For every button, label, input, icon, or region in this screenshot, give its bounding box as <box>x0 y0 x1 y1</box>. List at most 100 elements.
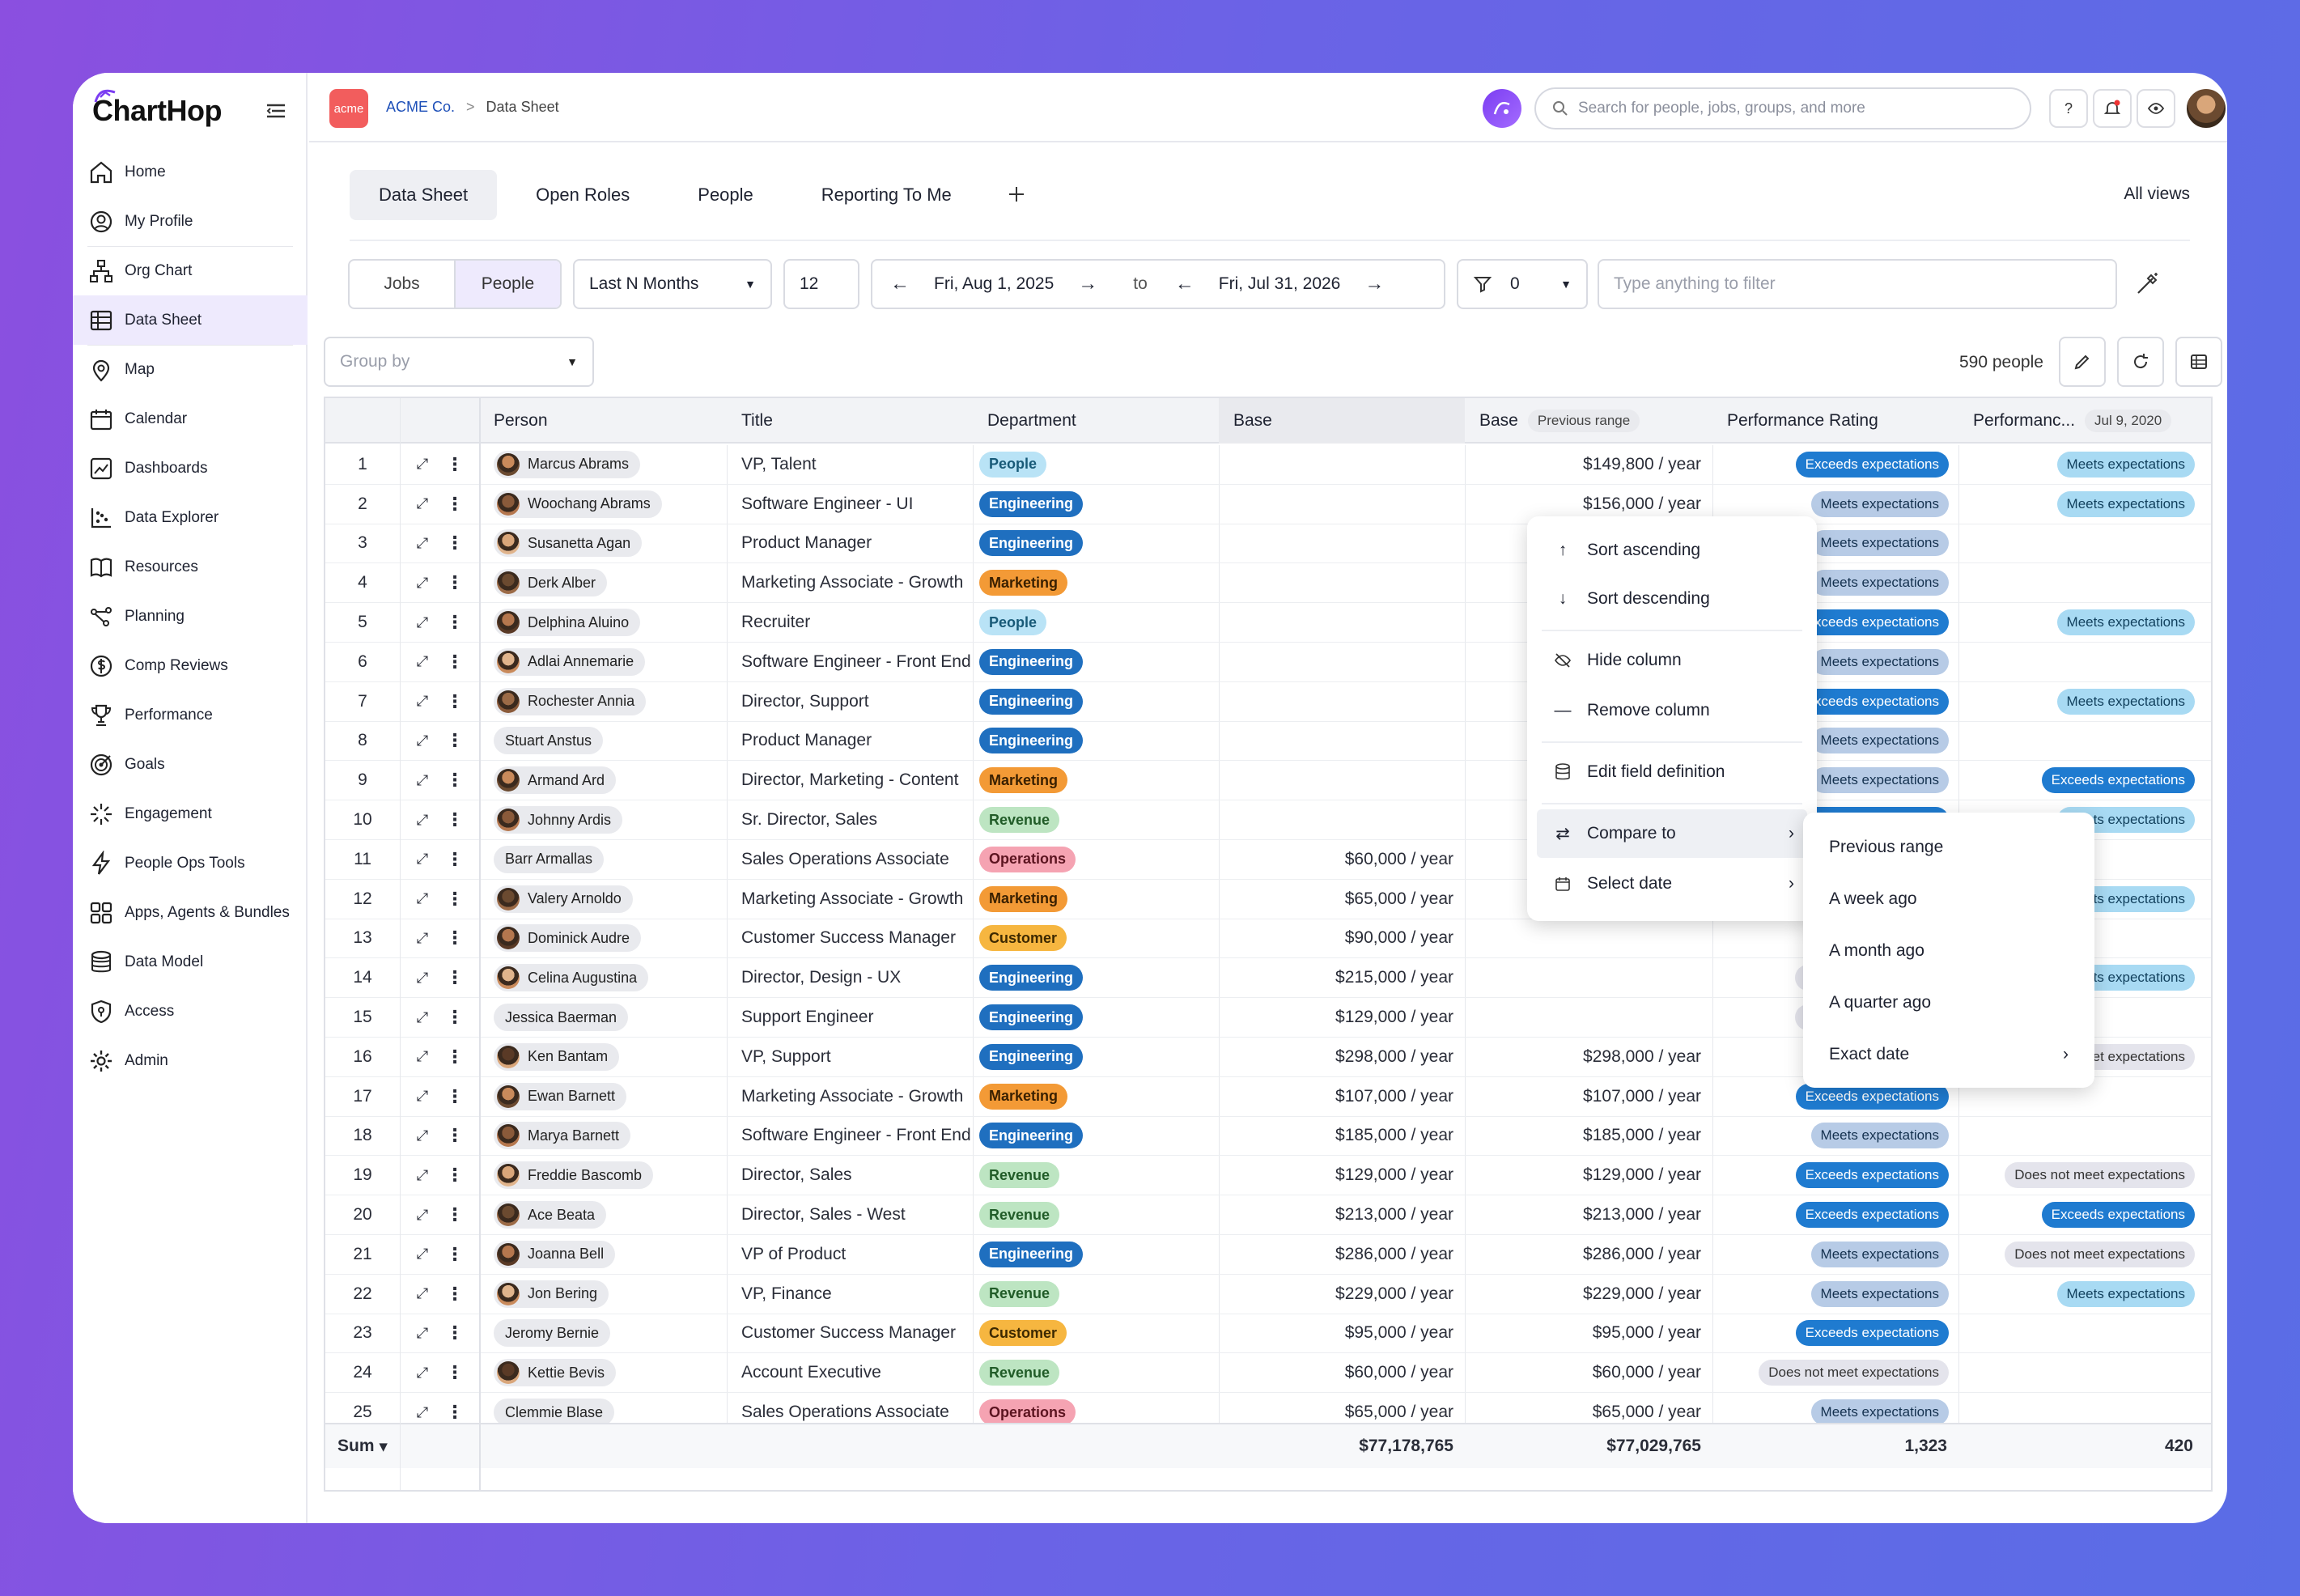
sidebar-item-performance[interactable]: Performance <box>73 690 308 740</box>
table-row[interactable]: 17 ⤢ ⋮ Ewan Barnett Marketing Associate - Gr… <box>325 1076 2211 1117</box>
table-row[interactable]: 23 ⤢ ⋮ Jeromy Bernie Customer Success Manage… <box>325 1314 2211 1354</box>
tab-reporting-to-me[interactable]: Reporting To Me <box>821 185 952 205</box>
table-row[interactable]: 5⤢⋮Delphina AluinoRecruiterPeople$67,000… <box>325 603 2211 643</box>
more-options-icon[interactable]: ⋮ <box>446 927 464 949</box>
expand-icon[interactable]: ⤢ <box>416 1127 429 1144</box>
person-chip[interactable]: Woochang Abrams <box>494 490 662 518</box>
ai-filter-button[interactable] <box>2133 270 2161 302</box>
preview-button[interactable] <box>2137 89 2175 128</box>
expand-icon[interactable]: ⤢ <box>416 1088 429 1105</box>
more-options-icon[interactable]: ⋮ <box>446 1165 464 1186</box>
expand-icon[interactable]: ⤢ <box>416 1364 429 1381</box>
more-options-icon[interactable]: ⋮ <box>446 572 464 593</box>
select-date-item[interactable]: Select date › <box>1527 860 1817 908</box>
arrow-right-icon[interactable]: → <box>1364 273 1385 295</box>
person-chip[interactable]: Freddie Bascomb <box>494 1161 654 1190</box>
person-chip[interactable]: Armand Ard <box>494 766 617 795</box>
expand-icon[interactable]: ⤢ <box>416 1403 429 1420</box>
column-header-department[interactable]: Department <box>987 411 1076 430</box>
more-options-icon[interactable]: ⋮ <box>446 809 464 830</box>
remove-column-item[interactable]: — Remove column <box>1527 686 1817 735</box>
expand-icon[interactable]: ⤢ <box>416 969 429 986</box>
sum-label[interactable]: Sum ▾ <box>337 1437 388 1456</box>
all-views-link[interactable]: All views <box>2124 185 2190 203</box>
tab-data-sheet[interactable]: Data Sheet <box>350 170 498 220</box>
column-header-title[interactable]: Title <box>741 411 773 430</box>
expand-icon[interactable]: ⤢ <box>416 574 429 591</box>
sidebar-item-engagement[interactable]: Engagement <box>73 789 308 838</box>
more-options-icon[interactable]: ⋮ <box>446 888 464 909</box>
table-row[interactable]: 8 ⤢ ⋮ Stuart Anstus Product Manager Engineeri… <box>325 721 2211 762</box>
table-row[interactable]: 9 ⤢ ⋮ Armand Ard Director, Marketing - Conte… <box>325 761 2211 801</box>
to-date[interactable]: Fri, Jul 31, 2026 <box>1218 274 1341 293</box>
sidebar-item-data-sheet[interactable]: Data Sheet <box>73 295 308 346</box>
sidebar-item-access[interactable]: Access <box>73 987 308 1036</box>
more-options-icon[interactable]: ⋮ <box>446 533 464 554</box>
expand-icon[interactable]: ⤢ <box>416 653 429 670</box>
expand-icon[interactable]: ⤢ <box>416 890 429 907</box>
expand-icon[interactable]: ⤢ <box>416 771 429 788</box>
arrow-left-icon[interactable]: ← <box>1174 273 1195 295</box>
expand-icon[interactable]: ⤢ <box>416 495 429 512</box>
sidebar-item-goals[interactable]: Goals <box>73 740 308 789</box>
collapse-sidebar-button[interactable] <box>264 99 288 123</box>
person-chip[interactable]: Joanna Bell <box>494 1240 616 1268</box>
table-row[interactable]: 1 ⤢ ⋮ Marcus Abrams VP, Talent People $149,800… <box>325 445 2211 485</box>
compare-exact-date[interactable]: Exact date › <box>1803 1029 2094 1080</box>
expand-icon[interactable]: ⤢ <box>416 456 429 473</box>
expand-icon[interactable]: ⤢ <box>416 1166 429 1183</box>
more-options-icon[interactable]: ⋮ <box>446 1283 464 1304</box>
sidebar-item-dashboards[interactable]: Dashboards <box>73 444 308 493</box>
person-chip[interactable]: Jeromy Bernie <box>494 1319 611 1348</box>
expand-icon[interactable]: ⤢ <box>416 811 429 828</box>
expand-icon[interactable]: ⤢ <box>416 1048 429 1065</box>
jobs-toggle[interactable]: Jobs <box>384 274 420 293</box>
sidebar-item-apps-agents-bundles[interactable]: Apps, Agents & Bundles <box>73 888 308 937</box>
notifications-button[interactable] <box>2093 89 2132 128</box>
column-header-base[interactable]: Base <box>1219 398 1465 444</box>
person-chip[interactable]: Delphina Aluino <box>494 609 641 637</box>
sidebar-item-admin[interactable]: Admin <box>73 1036 308 1085</box>
person-chip[interactable]: Johnny Ardis <box>494 806 623 834</box>
person-chip[interactable]: Valery Arnoldo <box>494 885 633 913</box>
charthop-logo[interactable]: ChartHop <box>92 89 223 128</box>
person-chip[interactable]: Jessica Baerman <box>494 1004 629 1032</box>
more-options-icon[interactable]: ⋮ <box>446 493 464 514</box>
table-row[interactable]: 2 ⤢ ⋮ Woochang Abrams Software Engineer - UI… <box>325 484 2211 524</box>
edit-field-item[interactable]: Edit field definition <box>1527 748 1817 796</box>
table-row[interactable]: 3 ⤢ ⋮ Susanetta Agan Product Manager Engineer… <box>325 524 2211 564</box>
org-logo[interactable]: acme <box>329 89 368 128</box>
table-row[interactable]: 24 ⤢ ⋮ Kettie Bevis Account Executive Revenue… <box>325 1353 2211 1394</box>
more-options-icon[interactable]: ⋮ <box>446 1046 464 1067</box>
person-chip[interactable]: Rochester Annia <box>494 687 647 715</box>
arrow-right-icon[interactable]: → <box>1078 273 1098 295</box>
user-avatar[interactable] <box>2185 87 2227 129</box>
ai-assistant-button[interactable] <box>1483 89 1521 128</box>
help-button[interactable]: ? <box>2049 89 2088 128</box>
person-chip[interactable]: Ewan Barnett <box>494 1082 627 1110</box>
column-header-base-previous[interactable]: Base Previous range <box>1465 398 1712 444</box>
person-chip[interactable]: Kettie Bevis <box>494 1359 617 1387</box>
expand-icon[interactable]: ⤢ <box>416 1285 429 1302</box>
table-row[interactable]: 21 ⤢ ⋮ Joanna Bell VP of Product Engineering $… <box>325 1235 2211 1275</box>
expand-icon[interactable]: ⤢ <box>416 613 429 630</box>
more-options-icon[interactable]: ⋮ <box>446 690 464 711</box>
person-chip[interactable]: Adlai Annemarie <box>494 647 646 676</box>
sidebar-item-calendar[interactable]: Calendar <box>73 394 308 444</box>
sidebar-item-org-chart[interactable]: Org Chart <box>73 246 308 296</box>
person-chip[interactable]: Barr Armallas <box>494 845 605 873</box>
hide-column-item[interactable]: Hide column <box>1527 636 1817 685</box>
columns-button[interactable] <box>2175 337 2222 387</box>
expand-icon[interactable]: ⤢ <box>416 1008 429 1025</box>
column-header-person[interactable]: Person <box>494 411 548 430</box>
person-chip[interactable]: Jon Bering <box>494 1280 609 1308</box>
more-options-icon[interactable]: ⋮ <box>446 1362 464 1383</box>
sidebar-item-comp-reviews[interactable]: Comp Reviews <box>73 641 308 690</box>
more-options-icon[interactable]: ⋮ <box>446 1125 464 1146</box>
expand-icon[interactable]: ⤢ <box>416 1324 429 1341</box>
people-toggle[interactable]: People <box>454 261 560 308</box>
table-row[interactable]: 4 ⤢ ⋮ Derk Alber Marketing Associate - Growt… <box>325 563 2211 604</box>
table-row[interactable]: 13 ⤢ ⋮ Dominick Audre Customer Success Manag… <box>325 919 2211 959</box>
months-count-input[interactable]: 12 <box>783 259 859 309</box>
more-options-icon[interactable]: ⋮ <box>446 651 464 672</box>
